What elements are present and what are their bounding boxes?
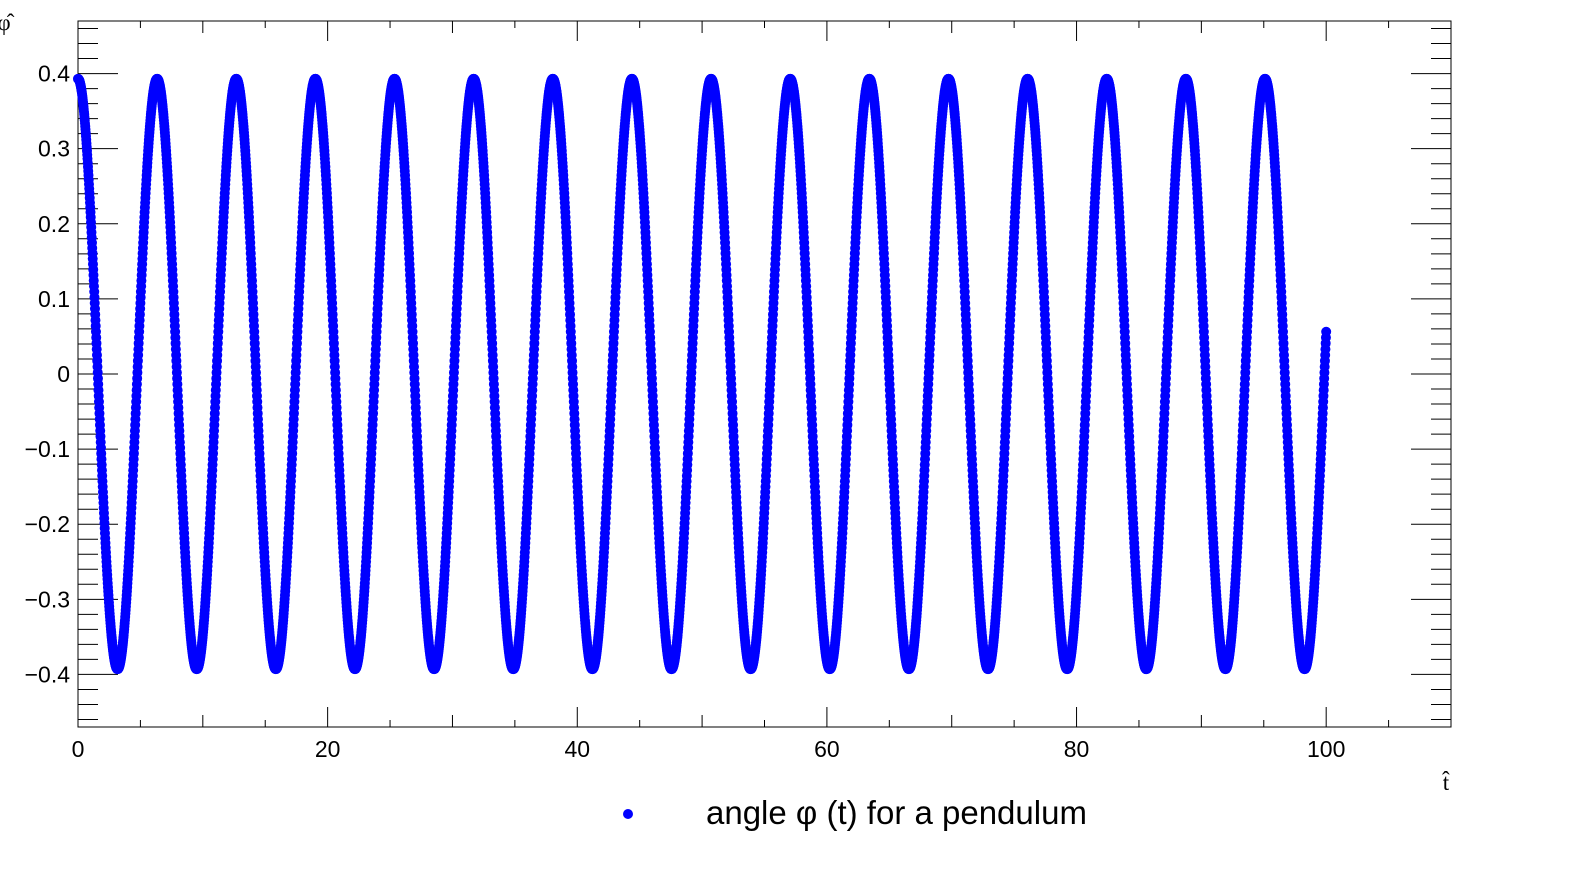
data-points bbox=[73, 73, 1332, 675]
y-tick-label: −0.3 bbox=[25, 586, 70, 612]
y-tick-label: −0.2 bbox=[25, 511, 70, 537]
y-tick-label: 0 bbox=[57, 361, 70, 387]
axis-tick-labels: 0 20 40 60 80 100 −0.4 −0.3 −0.2 −0.1 0 0.1 0.2 0.3 0.… bbox=[25, 61, 1346, 762]
x-tick-label: 0 bbox=[72, 736, 85, 762]
x-tick-label: 100 bbox=[1307, 736, 1345, 762]
axis-ticks bbox=[77, 21, 1452, 727]
x-tick-label: 80 bbox=[1064, 736, 1090, 762]
y-tick-label: −0.4 bbox=[25, 661, 71, 687]
y-tick-label: −0.1 bbox=[25, 436, 70, 462]
y-tick-label: 0.2 bbox=[38, 211, 70, 237]
y-tick-label: 0.3 bbox=[38, 136, 70, 162]
x-tick-label: 20 bbox=[315, 736, 341, 762]
y-tick-label: 0.4 bbox=[38, 61, 70, 87]
x-tick-label: 60 bbox=[814, 736, 840, 762]
y-tick-label: 0.1 bbox=[38, 286, 70, 312]
x-tick-label: 40 bbox=[564, 736, 590, 762]
